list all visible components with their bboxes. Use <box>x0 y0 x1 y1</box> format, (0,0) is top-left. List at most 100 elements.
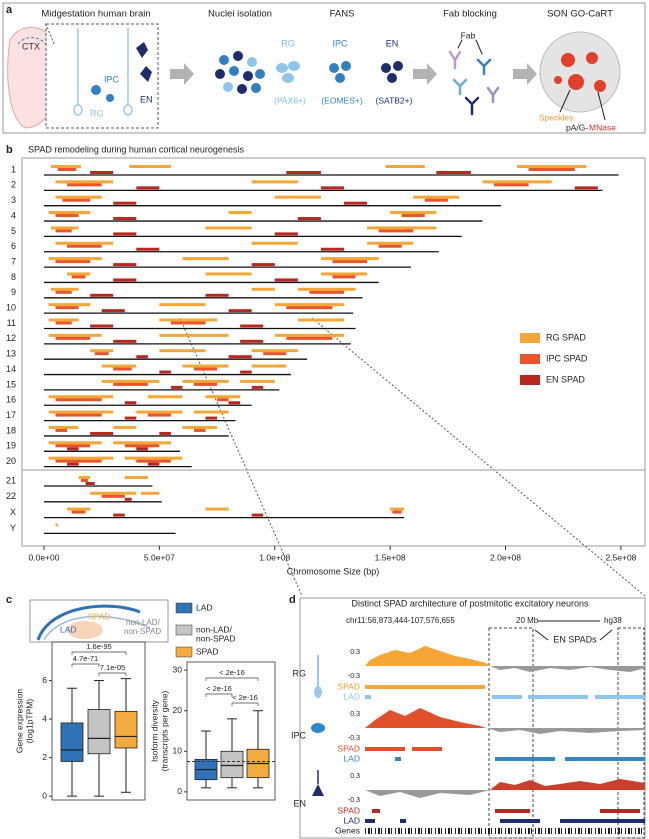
plot-frame <box>51 641 146 801</box>
spad-segment <box>240 379 275 383</box>
spad-segment <box>55 306 79 310</box>
y-tick-label: 0 <box>177 786 182 796</box>
spad-segment <box>320 257 379 261</box>
schematic-label: non-LAD/ <box>126 618 161 627</box>
spad-segment <box>251 385 264 389</box>
fans-nuclei <box>276 61 403 83</box>
spad-segment <box>113 441 171 445</box>
chromosome-label: 21 <box>6 475 16 485</box>
spad-segment <box>482 180 552 184</box>
p-value: < 2e-16 <box>232 693 258 702</box>
spad-segment <box>55 195 102 199</box>
spad-segment <box>147 395 183 399</box>
significance-bracket <box>205 677 259 681</box>
spad-segment <box>297 287 356 291</box>
chromosome-label: 10 <box>6 303 16 313</box>
y-tick-label: 0 <box>42 790 47 800</box>
spad-segment <box>129 165 171 168</box>
chromosome-label: 16 <box>6 395 16 405</box>
panel-label: d <box>289 594 296 606</box>
spad-segment <box>55 444 91 448</box>
track-scale: 0.3 <box>350 649 360 656</box>
cell-label: RG <box>90 108 104 118</box>
p-value: 1.6e-95 <box>86 642 111 651</box>
spad-segment <box>182 379 229 383</box>
spad-segment <box>251 349 298 353</box>
spad-segment <box>228 355 252 359</box>
zoom-box <box>45 23 159 129</box>
antibodies <box>448 39 500 116</box>
marker-label: (PAX6+) <box>274 95 306 105</box>
spad-segment <box>55 413 102 417</box>
spad-segment <box>67 462 79 466</box>
spad-segment <box>80 479 88 482</box>
spad-segment <box>170 385 183 389</box>
spad-segment <box>55 290 72 294</box>
chromosome-label: 5 <box>11 226 16 236</box>
chromosome-label: 20 <box>6 456 16 466</box>
significance-bracket <box>71 663 100 667</box>
chromosome-label: 8 <box>11 272 16 282</box>
chromosome-label: 7 <box>11 256 16 266</box>
step-title: FANS <box>330 9 355 20</box>
track-label: LAD <box>343 753 360 763</box>
en-cell <box>136 42 148 58</box>
arrows <box>170 63 537 85</box>
chart-frame <box>21 157 646 547</box>
cell-icons <box>311 655 325 796</box>
spad-segment <box>136 186 160 190</box>
spad-segment <box>90 171 114 174</box>
step-title: Midgestation human brain <box>41 9 150 20</box>
highlight-box <box>488 627 534 839</box>
highlight-box <box>617 627 645 839</box>
y-tick-label: 20 <box>173 705 183 715</box>
y-tick-label: 2 <box>42 752 47 762</box>
spad-segment <box>228 211 252 215</box>
spad-segment <box>55 459 102 463</box>
legend-label: SPAD <box>196 646 219 656</box>
track-label: SPAD <box>337 681 360 691</box>
spad-segment <box>67 447 79 451</box>
scale-label: 20 Mb <box>516 616 539 625</box>
spad-segment <box>55 398 102 402</box>
spad-segment <box>55 180 114 184</box>
y-tick-label: 6 <box>42 675 47 685</box>
en-cell <box>140 66 152 82</box>
spad-segment <box>113 513 125 517</box>
marker-label: (SATB2+) <box>376 95 413 105</box>
spad-segment <box>48 333 102 337</box>
callout-arrows <box>534 629 613 641</box>
step-title: Fab blocking <box>443 9 497 20</box>
spad-segment <box>205 395 241 399</box>
chromosome-label: Y <box>10 523 16 533</box>
p-value: 4.7e-71 <box>73 654 98 663</box>
y-axis-label: Gene expression <box>14 689 24 754</box>
spad-segment <box>57 168 77 171</box>
spad-segment <box>124 444 160 448</box>
legend-label: non-SPAD <box>196 633 236 643</box>
spad-segment <box>113 263 137 267</box>
zoom-line <box>311 317 646 597</box>
spad-segment <box>124 401 137 405</box>
spad-segment <box>217 398 229 402</box>
spad-segment <box>55 321 72 325</box>
spad-segment <box>182 425 218 429</box>
spad-segment <box>251 513 264 517</box>
nucleus <box>539 31 621 113</box>
spad-segment <box>274 278 298 282</box>
spad-segment <box>67 272 91 276</box>
spad-segment <box>90 491 137 495</box>
spad-segment <box>274 333 344 337</box>
panel-title: Distinct SPAD architecture of postmitoti… <box>352 598 589 608</box>
spad-segment <box>205 507 229 511</box>
spad-segment <box>205 293 229 297</box>
spad-segment <box>320 247 344 251</box>
spad-segment <box>136 355 148 359</box>
chromosome-label: 13 <box>6 349 16 359</box>
chromosome-label: 14 <box>6 364 16 374</box>
spad-segment <box>251 180 298 184</box>
p-value: < 2e-16 <box>206 684 232 693</box>
spad-segment <box>251 263 275 267</box>
spad-segment <box>251 287 275 291</box>
